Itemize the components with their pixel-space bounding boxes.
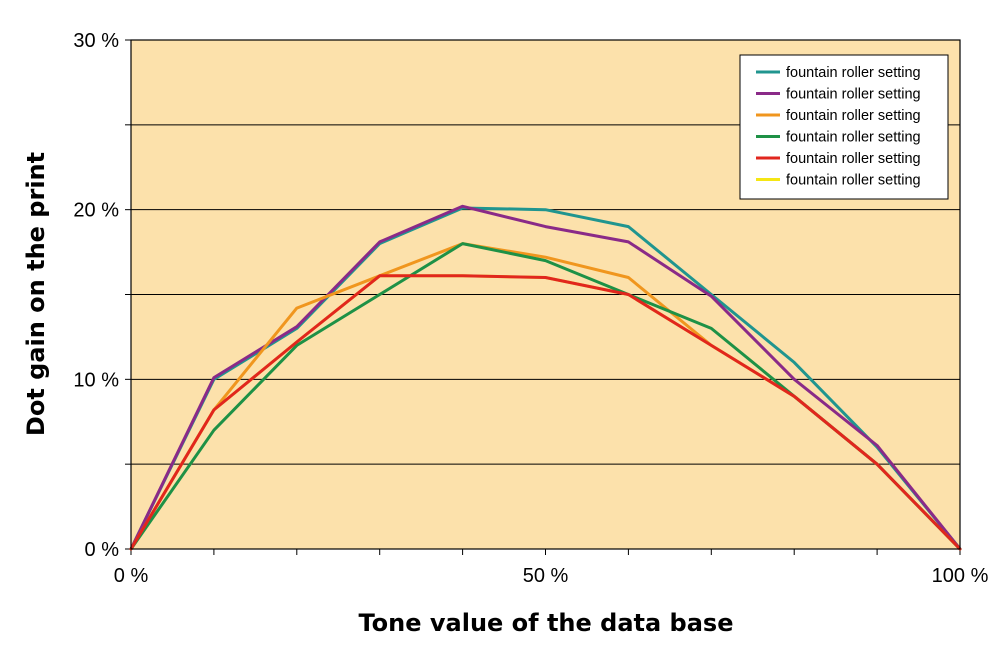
y-axis-title: Dot gain on the print (22, 152, 50, 436)
x-tick-label: 50 % (523, 565, 569, 587)
y-tick-label: 20 % (73, 200, 119, 222)
tick-labels: 0 % 10 % 20 % 30 % 0 % 50 % 100 % (73, 30, 988, 587)
plot-area-border (130, 39, 961, 550)
legend-label-2: fountain roller setting (786, 87, 921, 103)
legend-label-3: fountain roller setting (786, 108, 921, 124)
series-group (129, 204, 962, 551)
y-tick-label: 10 % (73, 369, 119, 391)
x-axis-title: Tone value of the data base (359, 609, 734, 637)
legend-label-6: fountain roller setting (786, 173, 921, 189)
x-tick-label: 0 % (114, 565, 149, 587)
legend-label-5: fountain roller setting (786, 151, 921, 167)
legend-box (739, 54, 949, 200)
legend: fountain roller setting fountain roller s… (739, 54, 949, 200)
legend-label-4: fountain roller setting (786, 130, 921, 146)
axis-ticks (125, 39, 961, 555)
legend-label-1: fountain roller setting (786, 65, 921, 81)
series-line-5 (129, 274, 962, 551)
y-tick-label: 0 % (85, 539, 120, 561)
x-tick-label: 100 % (932, 565, 989, 587)
y-tick-label: 30 % (73, 30, 119, 52)
